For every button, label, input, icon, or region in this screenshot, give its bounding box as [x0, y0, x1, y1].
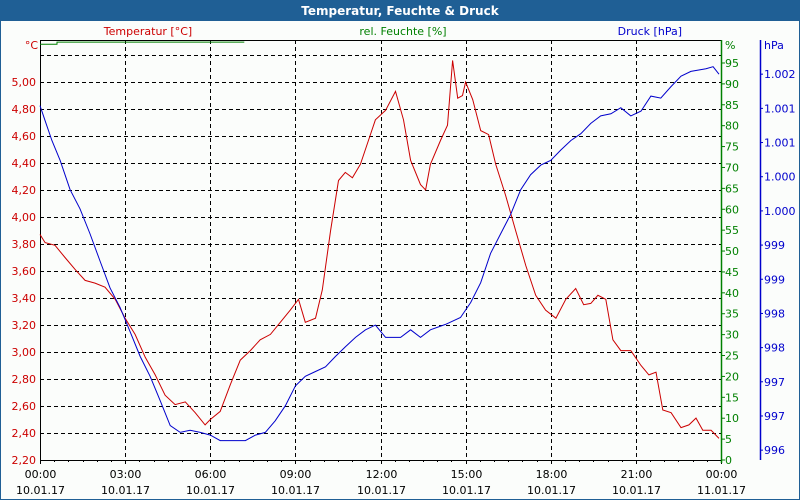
- x-tick-date: 10.01.17: [271, 484, 320, 497]
- axes: [40, 40, 763, 464]
- humidity-tick-label: 55: [725, 224, 739, 237]
- series-line-temp: [39, 60, 720, 439]
- humidity-tick-label: 20: [725, 370, 739, 383]
- temp-tick-label: 3,80: [12, 238, 37, 251]
- humidity-tick-label: 45: [725, 266, 739, 279]
- temp-tick-label: 3,00: [12, 346, 37, 359]
- pressure-tick-label: 1.002: [764, 68, 796, 81]
- series-line-pressure: [39, 66, 720, 442]
- x-tick-date: 10.01.17: [186, 484, 235, 497]
- pressure-tick-label: 998: [764, 342, 785, 355]
- x-tick-date: 10.01.17: [101, 484, 150, 497]
- pressure-tick-label: 997: [764, 410, 785, 423]
- temp-tick-label: 2,60: [12, 400, 37, 413]
- axis-labels: 00:00 10.01.17 03:00 10.01.17 06:00 10.01.17 0…: [12, 25, 796, 497]
- temp-tick-label: 2,80: [12, 373, 37, 386]
- humidity-tick-label: 85: [725, 99, 739, 112]
- pressure-tick-label: 998: [764, 307, 785, 320]
- x-tick-date: 10.01.17: [612, 484, 661, 497]
- pressure-tick-label: 996: [764, 444, 785, 457]
- legend-pressure: Druck [hPa]: [618, 25, 682, 38]
- temp-tick-label: 5,00: [12, 76, 37, 89]
- humidity-tick-label: 15: [725, 391, 739, 404]
- temp-tick-label: 4,40: [12, 157, 37, 170]
- series-lines: [39, 41, 720, 442]
- humidity-tick-label: 35: [725, 308, 739, 321]
- x-tick-date: 10.01.17: [442, 484, 491, 497]
- x-tick-time: 18:00: [536, 468, 568, 481]
- legend-temp: Temperatur [°C]: [103, 25, 192, 38]
- pressure-tick-label: 1.000: [764, 171, 796, 184]
- humidity-tick-label: 40: [725, 287, 739, 300]
- pressure-tick-label: 999: [764, 273, 785, 286]
- pressure-tick-label: 997: [764, 376, 785, 389]
- humidity-tick-label: 25: [725, 350, 739, 363]
- temp-tick-label: 2,40: [12, 427, 37, 440]
- x-tick-time: 06:00: [195, 468, 227, 481]
- humidity-tick-label: 0: [725, 454, 732, 467]
- pressure-unit-label: hPa: [764, 39, 784, 52]
- x-tick-time: 15:00: [451, 468, 483, 481]
- pressure-tick-label: 999: [764, 239, 785, 252]
- temp-tick-label: 3,20: [12, 319, 37, 332]
- x-tick-time: 12:00: [366, 468, 398, 481]
- humidity-tick-label: 10: [725, 412, 739, 425]
- pressure-tick-label: 1.001: [764, 137, 796, 150]
- humidity-tick-label: 60: [725, 203, 739, 216]
- humidity-tick-label: 80: [725, 120, 739, 133]
- temp-tick-label: 3,40: [12, 292, 37, 305]
- temp-unit-label: °C: [25, 39, 39, 52]
- legend-humidity: rel. Feuchte [%]: [359, 25, 446, 38]
- humidity-tick-label: 90: [725, 78, 739, 91]
- x-tick-date: 10.01.17: [527, 484, 576, 497]
- series-line-humidity: [40, 41, 245, 45]
- humidity-tick-label: 75: [725, 141, 739, 154]
- x-tick-date: 10.01.17: [16, 484, 65, 497]
- humidity-unit-label: %: [725, 39, 735, 52]
- humidity-tick-label: 95: [725, 57, 739, 70]
- x-tick-time: 21:00: [621, 468, 653, 481]
- temp-tick-label: 4,60: [12, 130, 37, 143]
- temp-tick-label: 4,80: [12, 103, 37, 116]
- window-title: Temperatur, Feuchte & Druck: [1, 1, 799, 21]
- humidity-tick-label: 50: [725, 245, 739, 258]
- pressure-tick-label: 1.000: [764, 205, 796, 218]
- x-tick-time: 00:00: [706, 468, 738, 481]
- pressure-tick-label: 1.001: [764, 102, 796, 115]
- temp-tick-label: 4,00: [12, 211, 37, 224]
- x-tick-date: 10.01.17: [357, 484, 406, 497]
- x-tick-time: 09:00: [280, 468, 312, 481]
- x-tick-time: 03:00: [110, 468, 142, 481]
- humidity-tick-label: 30: [725, 329, 739, 342]
- grid-lines: [40, 40, 721, 460]
- x-tick-date: 11.01.17: [697, 484, 746, 497]
- humidity-tick-label: 65: [725, 182, 739, 195]
- temp-tick-label: 3,60: [12, 265, 37, 278]
- humidity-tick-label: 5: [725, 433, 732, 446]
- temp-tick-label: 4,20: [12, 184, 37, 197]
- temp-tick-label: 2,20: [12, 454, 37, 467]
- humidity-tick-label: 70: [725, 161, 739, 174]
- x-tick-time: 00:00: [25, 468, 57, 481]
